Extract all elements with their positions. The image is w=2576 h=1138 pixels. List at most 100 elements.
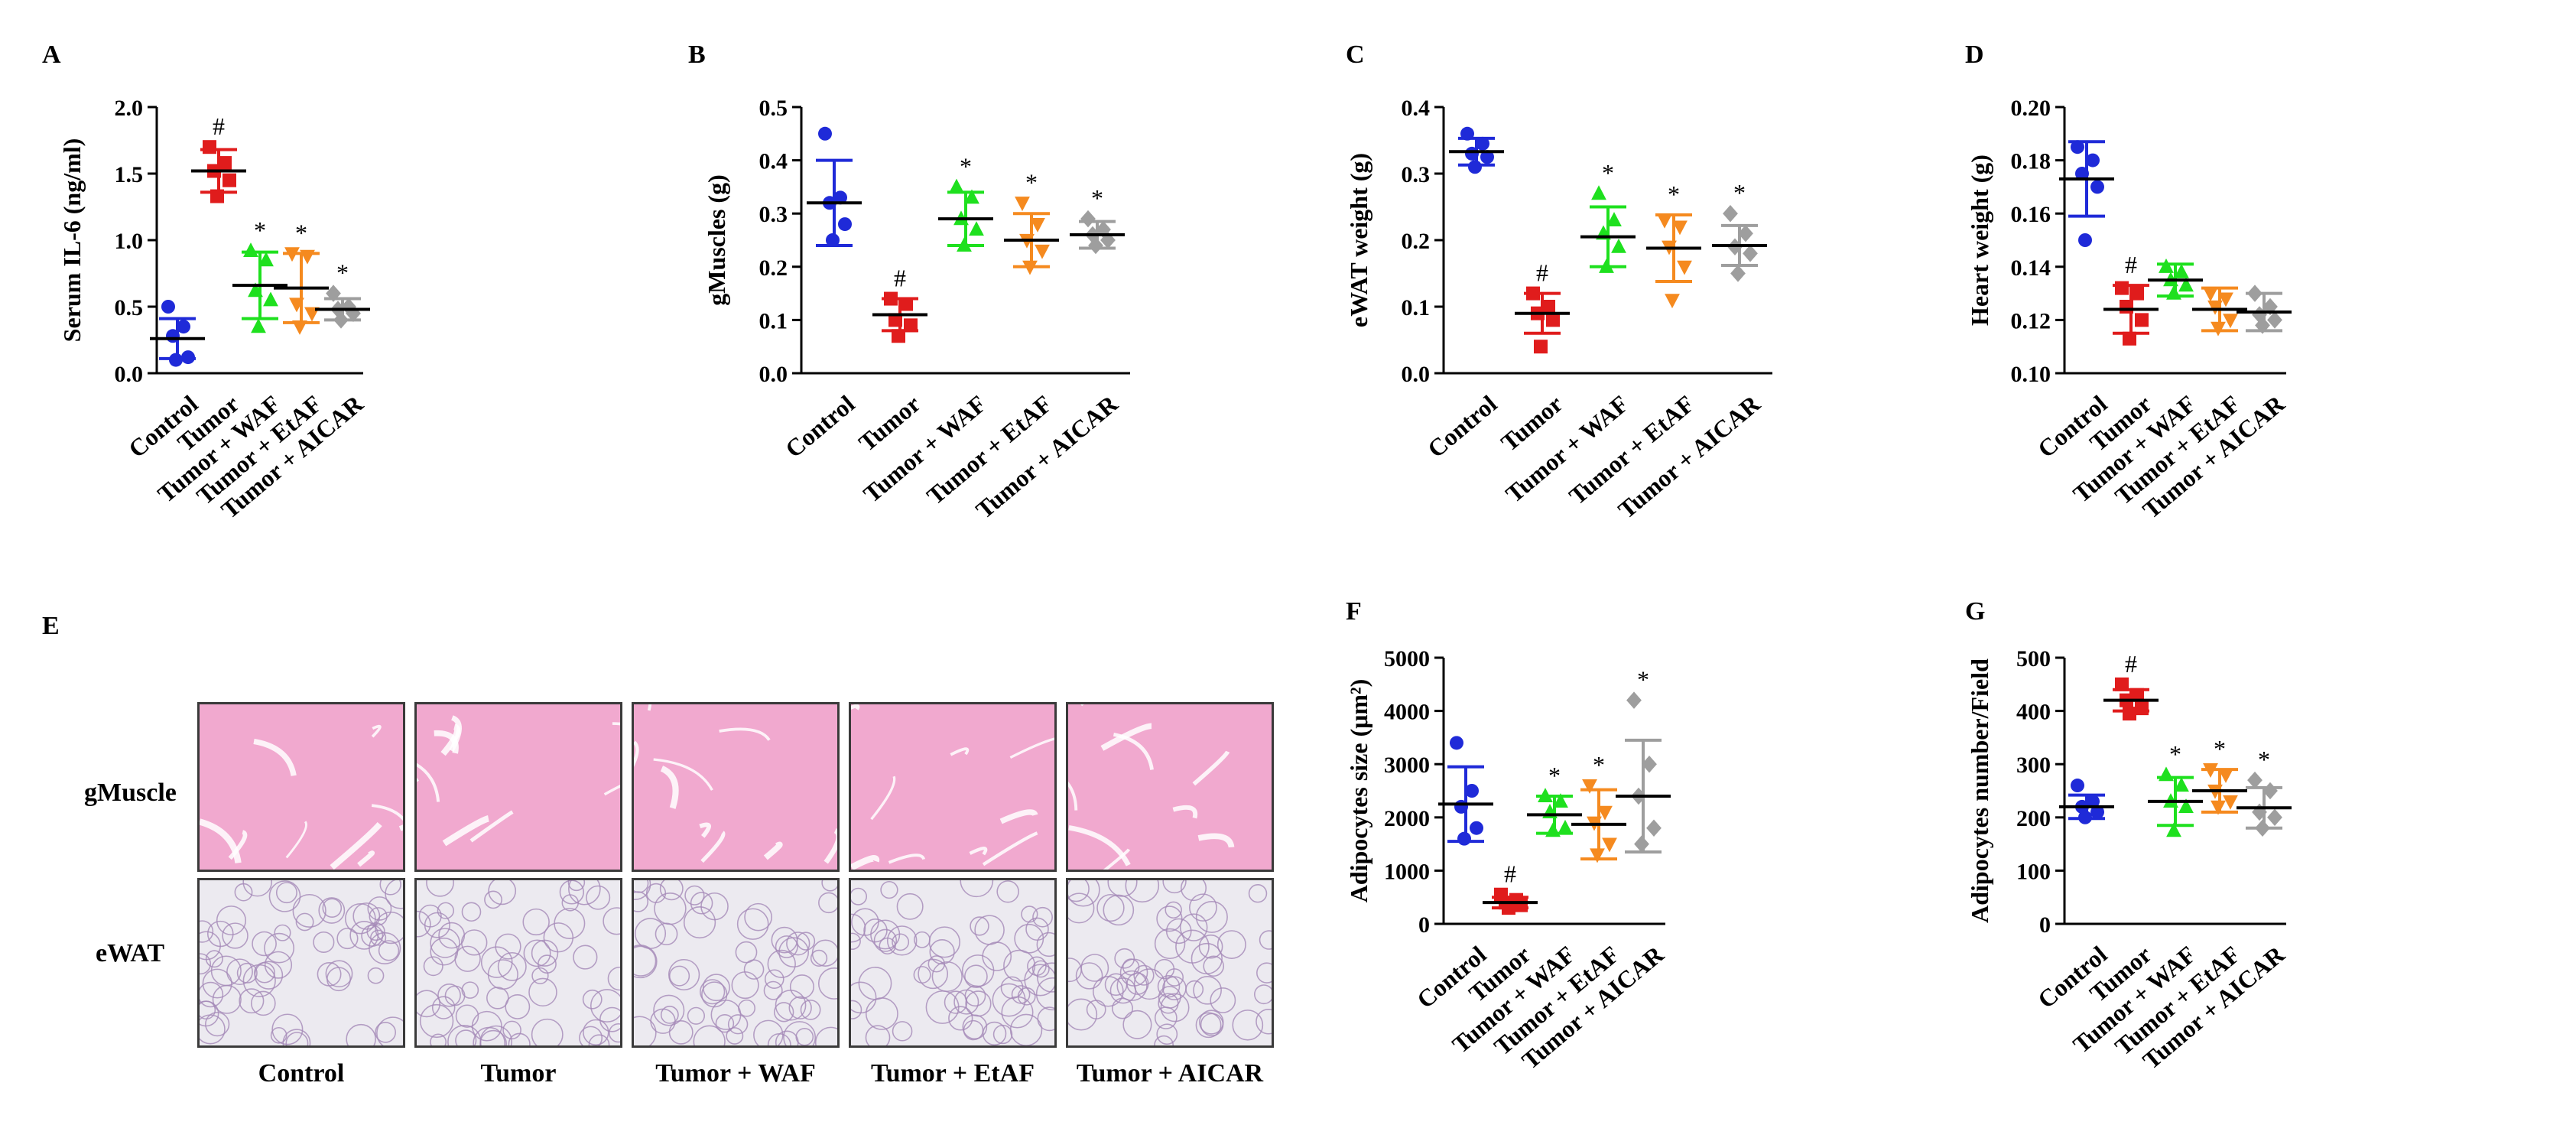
data-point-G <box>2247 771 2263 789</box>
histology-ewat-tumor <box>414 878 622 1048</box>
x-tick-label-B: Control <box>780 389 859 463</box>
col-label-aicar: Tumor + AICAR <box>1076 1059 1264 1088</box>
y-tick-label-A: 0.0 <box>115 362 144 387</box>
data-point-A <box>243 242 258 258</box>
data-point-A <box>181 350 195 365</box>
y-tick-label-A: 1.0 <box>115 229 144 254</box>
data-point-B <box>884 291 898 306</box>
y-tick-label-D: 0.18 <box>2011 149 2051 174</box>
significance-mark-B: # <box>894 265 906 292</box>
data-point-F <box>1502 901 1515 915</box>
panel-letter-F: F <box>1346 597 1362 626</box>
y-tick-label-D: 0.12 <box>2011 308 2051 333</box>
data-point-B <box>969 221 984 236</box>
y-tick-label-G: 100 <box>2016 859 2051 884</box>
data-point-D <box>2130 286 2144 301</box>
data-point-B <box>949 178 964 193</box>
y-axis-label-F: Adipocytes size (μm²) <box>1345 679 1372 903</box>
data-point-D <box>2078 233 2092 247</box>
y-axis-label-A: Serum IL-6 (ng/ml) <box>58 138 86 343</box>
significance-mark-F: # <box>1504 860 1516 888</box>
data-point-C <box>1591 185 1606 200</box>
data-point-F <box>1646 819 1662 837</box>
panel-letter-B: B <box>688 41 706 69</box>
y-tick-label-B: 0.0 <box>759 362 788 387</box>
data-point-F <box>1514 898 1528 912</box>
data-point-G <box>2178 798 2194 813</box>
data-point-D <box>2166 284 2181 300</box>
col-label-control: Control <box>258 1059 345 1088</box>
y-tick-label-C: 0.2 <box>1402 229 1431 254</box>
y-tick-label-C: 0.1 <box>1402 295 1431 320</box>
data-point-G <box>2115 677 2129 691</box>
data-point-D <box>2211 321 2226 337</box>
data-point-A <box>300 249 315 265</box>
significance-mark-G: * <box>2214 735 2226 762</box>
significance-mark-A: * <box>254 216 266 244</box>
significance-mark-A: * <box>295 219 307 246</box>
data-point-D <box>2247 284 2263 302</box>
data-point-A <box>284 247 300 262</box>
data-point-A <box>169 353 183 367</box>
significance-mark-F: * <box>1593 751 1605 779</box>
significance-mark-G: # <box>2125 650 2137 678</box>
y-tick-label-B: 0.3 <box>759 202 788 227</box>
data-point-A <box>292 320 307 335</box>
histology-texture <box>1068 704 1235 870</box>
y-tick-label-A: 1.5 <box>115 162 144 187</box>
significance-mark-F: * <box>1548 762 1561 789</box>
chart-G: G 0 100 200 300 400 500 Adipocytes number/Field… <box>1965 597 2292 1075</box>
data-point-A <box>263 291 278 307</box>
histology-texture <box>1068 880 1272 1045</box>
data-point-C <box>1738 225 1753 242</box>
panel-letter-E: E <box>42 612 60 640</box>
histology-ewat-aicar <box>1066 878 1274 1048</box>
data-point-G <box>2203 763 2218 778</box>
data-point-G <box>2135 701 2149 716</box>
histology-texture <box>851 704 1054 870</box>
y-tick-label-C: 0.0 <box>1402 362 1431 387</box>
data-point-B <box>818 126 832 141</box>
data-point-D <box>2086 153 2100 167</box>
data-point-C <box>1460 126 1474 141</box>
data-point-B <box>904 318 918 333</box>
y-tick-label-D: 0.20 <box>2011 96 2051 121</box>
data-point-C <box>1468 160 1482 174</box>
data-point-G <box>2071 779 2084 793</box>
data-point-A <box>289 298 304 313</box>
data-point-D <box>2255 317 2270 334</box>
data-point-G <box>2263 782 2278 800</box>
data-point-C <box>1730 265 1746 282</box>
data-point-C <box>1672 220 1688 236</box>
data-point-G <box>2090 805 2104 819</box>
col-label-tumor: Tumor <box>480 1059 557 1088</box>
chart-F: F 0 1000 2000 3000 4000 5000 Adipocytes size (μ… <box>1345 597 1671 1075</box>
y-tick-label-F: 0 <box>1418 912 1430 938</box>
data-point-A <box>223 173 236 187</box>
y-tick-label-A: 0.5 <box>115 295 144 320</box>
y-tick-label-F: 3000 <box>1384 753 1430 778</box>
data-point-F <box>1545 822 1561 837</box>
data-point-B <box>1030 218 1045 232</box>
data-point-F <box>1450 736 1463 750</box>
significance-mark-B: * <box>960 152 972 180</box>
y-tick-label-F: 1000 <box>1384 859 1430 884</box>
panel-letter-D: D <box>1965 41 1984 69</box>
data-point-F <box>1597 805 1613 821</box>
histology-gmuscle-aicar <box>1066 702 1274 872</box>
data-point-F <box>1454 799 1468 814</box>
data-point-C <box>1611 238 1626 253</box>
y-tick-label-D: 0.16 <box>2011 202 2051 227</box>
data-point-C <box>1657 213 1672 229</box>
y-tick-label-D: 0.14 <box>2011 255 2051 281</box>
y-tick-label-G: 200 <box>2016 806 2051 831</box>
y-tick-label-F: 5000 <box>1384 646 1430 671</box>
y-tick-label-D: 0.10 <box>2011 362 2051 387</box>
histology-ewat-waf <box>632 878 840 1048</box>
panel-letter-A: A <box>42 41 61 69</box>
data-point-D <box>2174 263 2189 278</box>
y-tick-label-C: 0.4 <box>1402 96 1431 121</box>
data-point-B <box>892 329 905 343</box>
data-point-F <box>1626 691 1642 709</box>
